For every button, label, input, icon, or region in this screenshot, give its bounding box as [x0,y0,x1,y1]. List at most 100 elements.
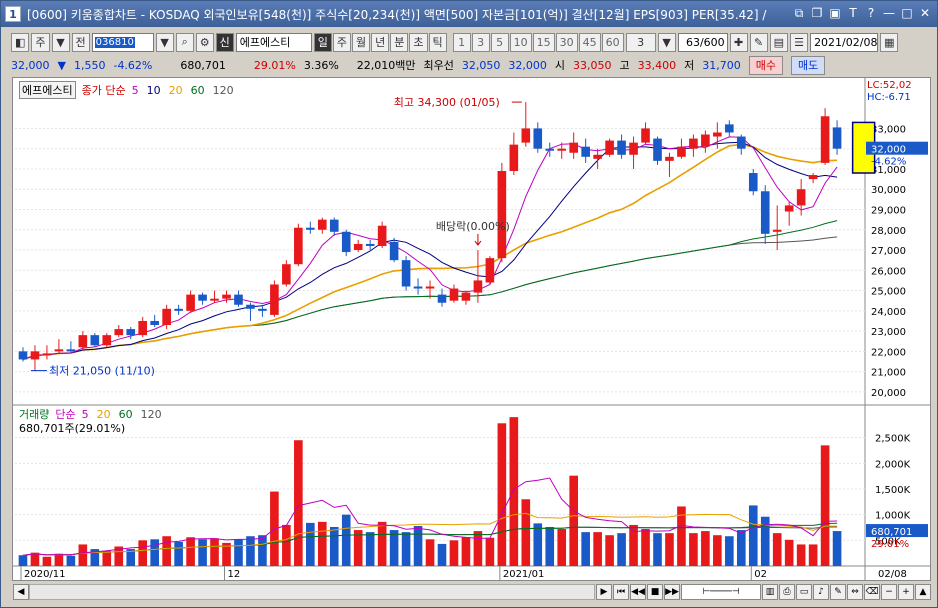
candle-body [689,138,698,149]
link-icon[interactable]: ⧉ [794,5,804,20]
timeframe-button[interactable]: 년 [371,32,390,52]
scroll-track[interactable] [29,584,595,600]
interval-button[interactable]: 15 [532,32,555,52]
volume-bar [306,522,315,566]
volume-bar [497,423,507,566]
price-tick-label: 33,000 [871,124,906,135]
date-field[interactable]: 2021/02/08 [810,32,879,52]
volume-bar [461,537,471,566]
help-icon[interactable]: ? [867,6,875,20]
period-select[interactable]: 주 [31,32,50,52]
interval-button[interactable]: 10 [509,32,532,52]
chart-scrollbar[interactable]: ◀ ▶ ⏮ ◀◀ ■ ▶▶ ⊢────⊣ ▥ ⎙ ▭ ♪ ✎ ⇔ ⌫ − + ▲ [12,583,931,601]
buy-button[interactable]: 매수 [748,55,784,75]
timeframe-button[interactable]: 월 [352,32,371,52]
sound-icon[interactable]: ♪ [813,584,829,600]
first-page-icon[interactable]: ⏮ [613,584,629,600]
image-icon[interactable]: ▣ [829,6,841,20]
dividend-arrow [474,234,482,246]
stock-code-input[interactable]: 036810 [91,32,154,52]
minimize-icon[interactable]: — [883,6,895,20]
interval-button[interactable]: 45 [578,32,601,52]
zoom-slider[interactable]: ⊢────⊣ [681,584,761,600]
volume-bar [701,531,710,566]
timeframe-button[interactable]: 틱 [428,32,447,52]
text-icon[interactable]: T [849,6,857,20]
chart-area[interactable]: 20,000 21,000 22,000 23,000 24,000 25,000 26,0… [12,77,931,581]
price-legend-periods: 5 10 20 60 120 [132,84,234,97]
save-icon[interactable]: ▤ [769,32,789,52]
code-dropdown-icon[interactable]: ▼ [155,32,174,52]
candle-body [677,146,686,157]
copy-icon[interactable]: ❐ [811,6,823,20]
price-legend: 에프에스티 종가 단순 5 10 20 60 120 [19,81,234,99]
volume-bar [258,535,267,566]
search-icon[interactable]: ⌕ [175,32,194,52]
maximize-icon[interactable]: □ [901,6,913,20]
layout-icon[interactable]: ◧ [11,32,30,52]
period-dropdown-icon[interactable]: ▼ [51,32,70,52]
candle-body [389,241,399,261]
high-label: 고 [619,59,630,72]
volume-ma-period: 120 [140,407,162,421]
eraser-icon[interactable]: ⌫ [864,584,880,600]
candle-body [270,284,279,315]
interval-select[interactable]: 3 [625,32,656,52]
price-tag: 32,000 [871,145,906,156]
prev-button[interactable]: 전 [71,32,90,52]
interval-button[interactable]: 1 [452,32,471,52]
date-tick-label: 2021/01 [503,569,545,580]
scroll-left-icon[interactable]: ◀ [13,584,29,600]
tools-icon[interactable]: ⚙ [195,32,214,52]
crosshair-icon[interactable]: ✚ [729,32,748,52]
volume-bar [581,532,590,566]
calendar-icon[interactable]: ▦ [880,32,899,52]
candle-body [545,148,555,151]
candle-body [617,140,626,155]
timeframe-button[interactable]: 분 [390,32,409,52]
timeframe-button[interactable]: 일 [313,32,332,52]
prev-page-icon[interactable]: ◀◀ [630,584,646,600]
price-tick-label: 29,000 [871,205,906,216]
interval-button[interactable]: 3 [471,32,490,52]
stock-name-field[interactable]: 에프에스티 [235,32,312,52]
screen-icon[interactable]: ▭ [796,584,812,600]
turnover-rate: 3.36% [303,58,339,72]
candle-body [90,335,100,346]
print-icon[interactable]: ⎙ [779,584,795,600]
volume-bar [677,506,686,566]
high-price: 33,400 [637,58,677,72]
zoom-out-icon[interactable]: − [881,584,897,600]
scroll-right-icon[interactable]: ▶ [596,584,612,600]
close-icon[interactable]: ✕ [919,6,931,20]
candle-body [665,156,674,161]
stock-code-value: 036810 [94,36,135,48]
volume-tick-label: 1,000K [875,511,911,522]
sell-button[interactable]: 매도 [791,55,826,75]
trade-amount: 22,010백만 [356,59,416,72]
arrows-icon[interactable]: ⇔ [847,584,863,600]
volume-bar [545,526,555,566]
volume-bar [748,505,758,566]
count-field[interactable]: 63/600 [677,32,728,52]
interval-button[interactable]: 30 [555,32,578,52]
tile-icon[interactable]: ▥ [762,584,778,600]
interval-button[interactable]: 5 [490,32,509,52]
pen-icon[interactable]: ✎ [830,584,846,600]
candle-body [174,308,183,311]
candle-body [246,304,255,309]
settings-icon[interactable]: ☰ [790,32,809,52]
chart-canvas[interactable]: 20,000 21,000 22,000 23,000 24,000 25,000 26,0… [13,78,930,580]
interval-button[interactable]: 60 [601,32,624,52]
candle-body [282,264,291,285]
stop-icon[interactable]: ■ [647,584,663,600]
zoom-in-icon[interactable]: + [898,584,914,600]
expand-icon[interactable]: ▲ [915,584,931,600]
interval-dropdown-icon[interactable]: ▼ [657,32,676,52]
next-page-icon[interactable]: ▶▶ [664,584,680,600]
timeframe-button[interactable]: 주 [332,32,352,52]
window-controls: ⧉ ❐ ▣ T ? — □ ✕ [791,5,933,21]
timeframe-button[interactable]: 초 [409,32,428,52]
sin-button[interactable]: 신 [215,32,234,52]
drawing-icon[interactable]: ✎ [749,32,768,52]
